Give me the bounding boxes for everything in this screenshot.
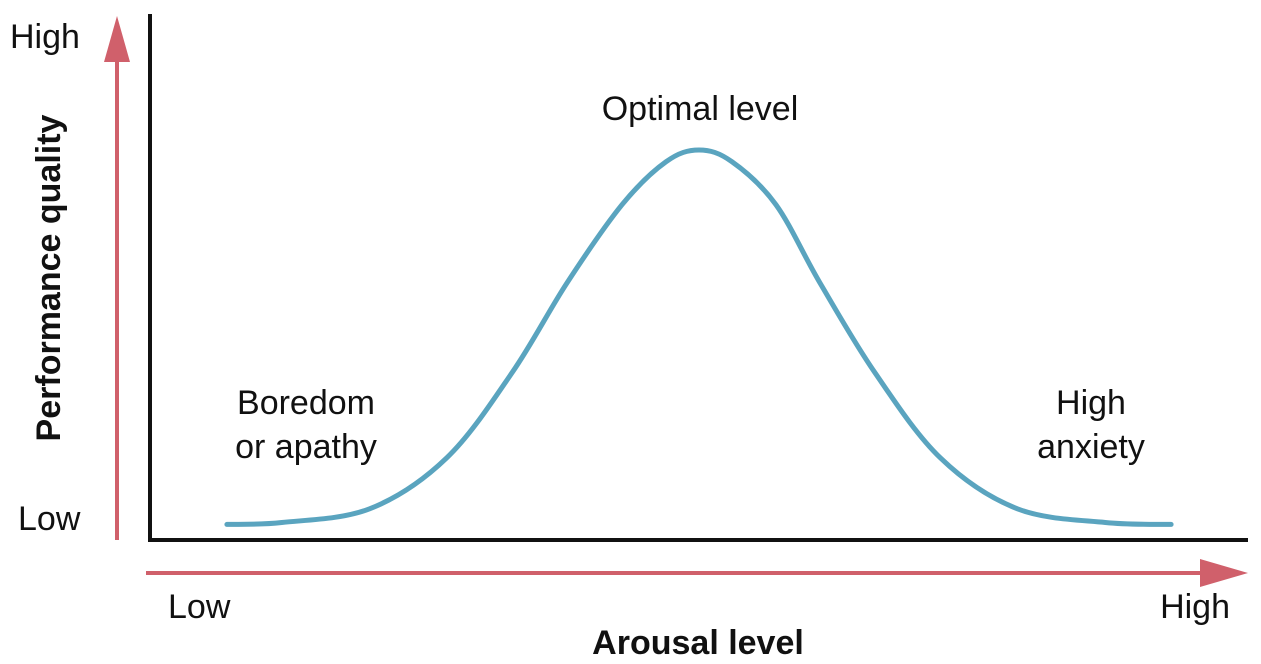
annotation-anxiety-line-2: anxiety (1037, 428, 1145, 466)
x-tick-high: High (1160, 588, 1230, 626)
annotation-optimal: Optimal level (602, 90, 799, 128)
annotation-anxiety-line-1: High (1056, 384, 1126, 422)
annotation-boredom-line-1: Boredom (237, 384, 375, 422)
y-arrow-head (104, 16, 130, 62)
y-axis-title: Performance quality (30, 114, 68, 441)
x-arrow-head (1200, 559, 1248, 587)
x-axis-title: Arousal level (592, 624, 804, 662)
y-tick-low: Low (18, 500, 81, 538)
performance-curve (224, 147, 1174, 527)
x-tick-low: Low (168, 588, 231, 626)
annotation-boredom-line-2: or apathy (235, 428, 377, 466)
y-tick-high: High (10, 18, 80, 56)
